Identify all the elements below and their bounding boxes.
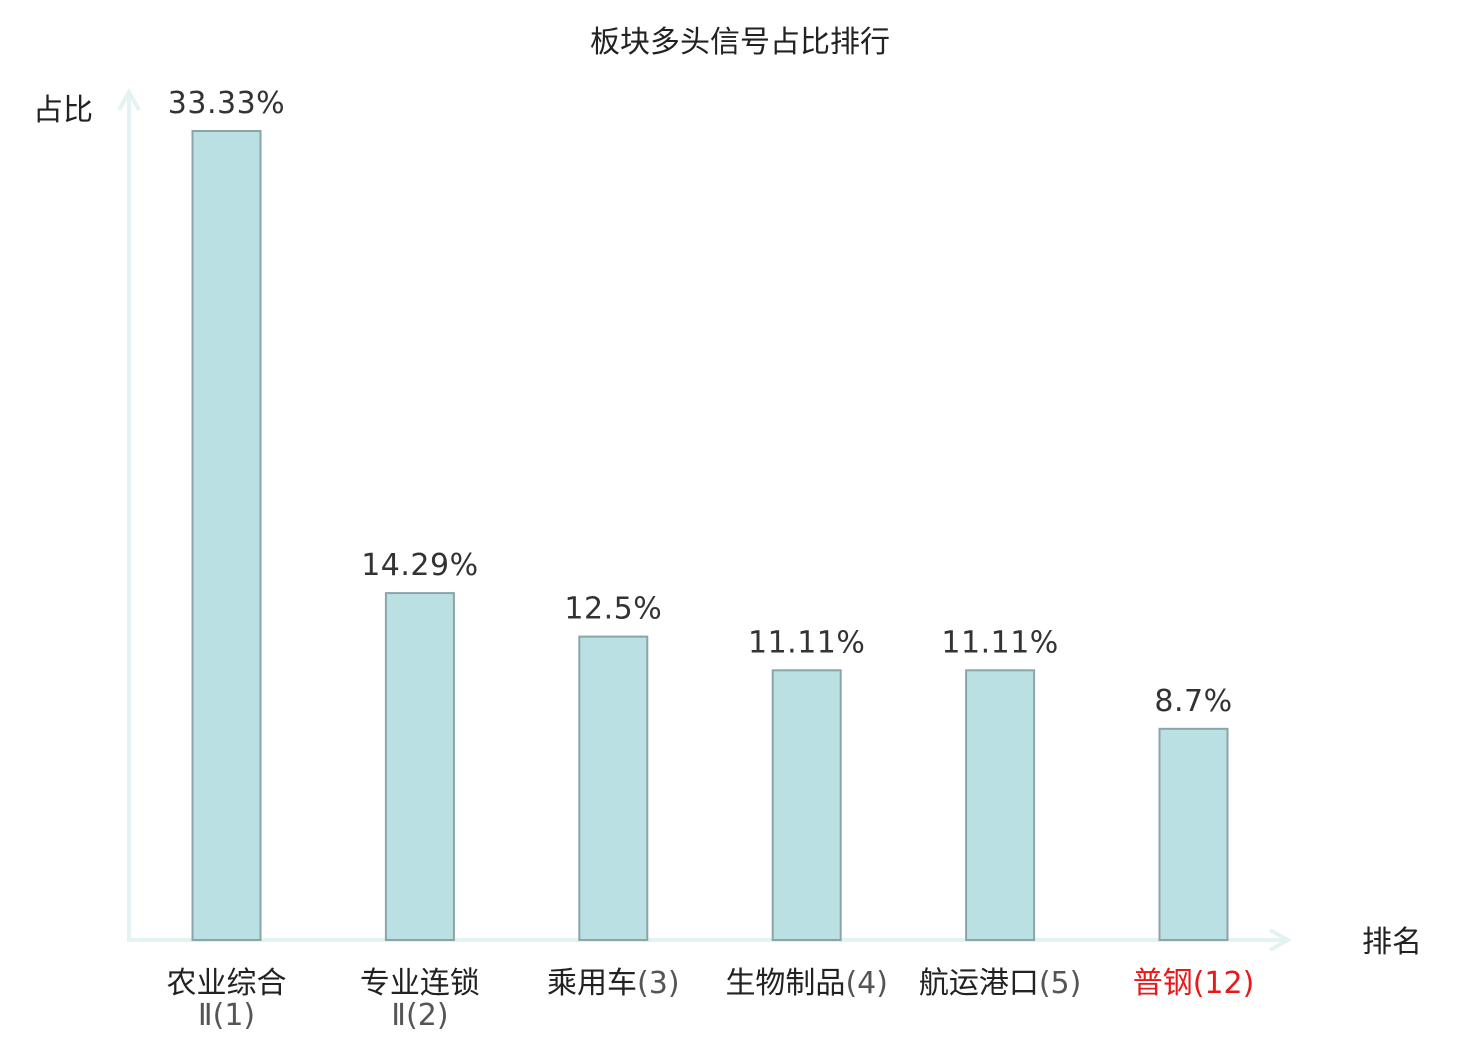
data-label: 8.7% <box>1154 684 1232 719</box>
y-axis <box>117 87 141 940</box>
x-tick-name: 专业连锁 <box>360 966 480 1001</box>
bar <box>965 669 1036 941</box>
y-axis-label: 占比 <box>33 93 93 128</box>
x-tick-name: 乘用车 <box>547 966 637 1001</box>
chart-title: 板块多头信号占比排行 <box>590 25 890 60</box>
x-tick-sublabel: Ⅱ(1) <box>198 998 255 1033</box>
data-label: 11.11% <box>748 625 865 660</box>
bar <box>578 635 649 941</box>
x-axis <box>127 928 1293 952</box>
x-tick-label: 农业综合 <box>167 966 287 1001</box>
y-axis-arrow-icon <box>117 87 141 111</box>
x-tick-name: 农业综合 <box>167 966 287 1001</box>
x-tick-rank: (4) <box>845 966 888 1001</box>
x-axis-arrow-icon <box>1269 928 1293 952</box>
x-axis-label: 排名 <box>1362 925 1422 960</box>
x-tick-name: 航运港口 <box>919 966 1039 1001</box>
bar <box>384 592 455 941</box>
x-tick-rank: (3) <box>637 966 680 1001</box>
x-tick-label: 专业连锁 <box>360 966 480 1001</box>
x-tick-rank: (5) <box>1039 966 1082 1001</box>
x-tick-label: 乘用车(3) <box>547 966 680 1001</box>
x-tick-label: 普钢(12) <box>1133 966 1255 1001</box>
x-tick-label: 生物制品(4) <box>725 966 888 1001</box>
value-labels-group: 33.33% 14.29% 12.5% 11.11% 11.11% 8.7% <box>168 86 1232 719</box>
bar <box>191 130 262 941</box>
bar <box>1158 727 1229 941</box>
data-label: 33.33% <box>168 86 285 121</box>
x-tick-label: 航运港口(5) <box>919 966 1082 1001</box>
bar <box>771 669 842 941</box>
data-label: 11.11% <box>941 625 1058 660</box>
data-label: 14.29% <box>361 548 478 583</box>
x-tick-name: 普钢 <box>1133 966 1193 1001</box>
x-tick-name: 生物制品 <box>725 966 845 1001</box>
data-label: 12.5% <box>564 592 662 627</box>
bars-group <box>191 130 1229 941</box>
x-tick-sublabel: Ⅱ(2) <box>391 998 448 1033</box>
x-tick-rank: (12) <box>1193 966 1255 1001</box>
